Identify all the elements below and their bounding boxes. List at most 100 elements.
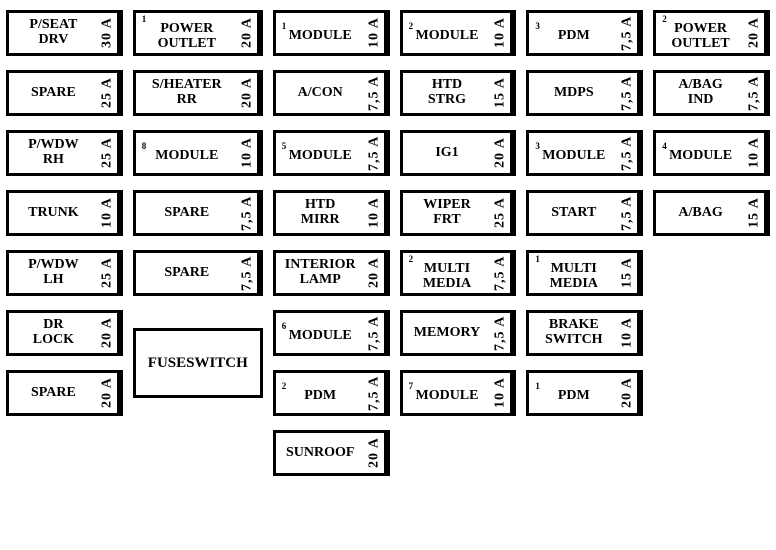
fuse-module: 1MODULE10 A (273, 10, 390, 56)
fuse-multi-media: 1MULTIMEDIA15 A (526, 250, 643, 296)
fuse-pdm: 3PDM7,5 A (526, 10, 643, 56)
fuse-sunroof: SUNROOF20 A (273, 430, 390, 476)
fuse-label: DRLOCK (9, 313, 98, 353)
fuse-brake-switch: BRAKESWITCH 10 A (526, 310, 643, 356)
fuse-index: 1 (142, 15, 147, 24)
fuse-amperage: 7,5 A (618, 73, 640, 113)
fuse-label-line1: A/CON (298, 86, 343, 101)
fuse-amperage: 20 A (745, 13, 767, 53)
fuse-label: HTDSTRG (403, 73, 492, 113)
fuse-label-line2: MIRR (301, 213, 340, 228)
fuse-index: 3 (535, 22, 540, 31)
fuse-label-line1: TRUNK (28, 206, 79, 221)
fuse-amperage: 7,5 A (491, 313, 513, 353)
fuse-p-wdw-rh: P/WDWRH25 A (6, 130, 123, 176)
fuse-label-line2: SWITCH (545, 333, 603, 348)
fuse-label: 2MODULE (403, 13, 492, 53)
fuse-amperage: 25 A (491, 193, 513, 233)
fuse-amperage: 10 A (491, 373, 513, 413)
fuse-label: 2MULTIMEDIA (403, 253, 492, 293)
fuse-amperage: 10 A (745, 133, 767, 173)
fuse-amperage: 10 A (491, 13, 513, 53)
fuse-spare: SPARE 20 A (6, 370, 123, 416)
fuse-label: START (529, 193, 618, 233)
fuse-label-line1: HTD (305, 198, 335, 213)
fuse-spare: SPARE25 A (6, 70, 123, 116)
fuse-label: SPARE (136, 193, 238, 233)
fuse-amperage: 10 A (618, 313, 640, 353)
fuse-label: 1MULTIMEDIA (529, 253, 618, 293)
fuse-label-line2: LOCK (33, 333, 74, 348)
fuse-label-line1: BRAKE (549, 318, 599, 333)
fuse-p-wdw-lh: P/WDWLH25 A (6, 250, 123, 296)
fuse-label: TRUNK (9, 193, 98, 233)
fuse-label-line2: MEDIA (550, 277, 598, 292)
fuse-amperage: 7,5 A (238, 253, 260, 293)
fuse-pdm: 1PDM20 A (526, 370, 643, 416)
fuse-label-line2: LH (43, 273, 63, 288)
fuse-multi-media: 2MULTIMEDIA7,5 A (400, 250, 517, 296)
fuse-label-line1: P/SEAT (29, 18, 77, 33)
fuse-amperage: 7,5 A (618, 193, 640, 233)
fuse-amperage: 7,5 A (365, 313, 387, 353)
fuse-trunk: TRUNK10 A (6, 190, 123, 236)
fuse-label: SPARE (136, 253, 238, 293)
fuse-spare: SPARE7,5 A (133, 190, 263, 236)
fuse-label: 2POWEROUTLET (656, 13, 745, 53)
fuse-amperage: 20 A (365, 433, 387, 473)
fuse-label: 6MODULE (276, 313, 365, 353)
fuse-interior-lamp: INTERIORLAMP20 A (273, 250, 390, 296)
fuse-amperage: 15 A (491, 73, 513, 113)
fuse-label-line2: IND (688, 93, 714, 108)
fuse-amperage: 10 A (238, 133, 260, 173)
fuse-index: 1 (282, 22, 287, 31)
fuse-amperage: 20 A (365, 253, 387, 293)
fuse-label: MEMORY (403, 313, 492, 353)
fuse-label-line1: SPARE (31, 386, 76, 401)
fuse-label-line1: DR (43, 318, 63, 333)
fuse-label: INTERIORLAMP (276, 253, 365, 293)
fuse-module: 2MODULE10 A (400, 10, 517, 56)
fuse-index: 2 (282, 382, 287, 391)
fuse-label: IG1 (403, 133, 492, 173)
fuse-label: P/WDWLH (9, 253, 98, 293)
fuse-amperage: 7,5 A (618, 133, 640, 173)
fuse-label: 2PDM (276, 373, 365, 413)
fuse-index: 2 (409, 22, 414, 31)
fuse-label: 1MODULE (276, 13, 365, 53)
fuse-module: 5MODULE7,5 A (273, 130, 390, 176)
fuse-label: 8MODULE (136, 133, 238, 173)
fuse-p-seat-drv: P/SEATDRV 30 A (6, 10, 123, 56)
fuse-switch: FUSESWITCH (133, 328, 263, 398)
fuse-label: A/CON (276, 73, 365, 113)
fuse-index: 2 (409, 255, 414, 264)
fuse-label-line1: P/WDW (28, 138, 79, 153)
fuse-power-outlet: 2POWEROUTLET20 A (653, 10, 770, 56)
fuse-wiper-frt: WIPERFRT25 A (400, 190, 517, 236)
fuse-label: HTDMIRR (276, 193, 365, 233)
fuse-a-con: A/CON7,5 A (273, 70, 390, 116)
fuse-amperage: 20 A (98, 373, 120, 413)
fuse-label: P/WDWRH (9, 133, 98, 173)
fuse-amperage: 10 A (365, 13, 387, 53)
fuse-amperage: 25 A (98, 73, 120, 113)
fuse-label-line1: MODULE (415, 29, 478, 44)
fuse-label-line1: MODULE (289, 29, 352, 44)
fuse-label-line2: DRV (38, 33, 68, 48)
fuse-label: 1PDM (529, 373, 618, 413)
fuse-mdps: MDPS7,5 A (526, 70, 643, 116)
fuse-amperage: 30 A (98, 13, 120, 53)
fuse-amperage: 7,5 A (618, 13, 640, 53)
fuse-label-line2: MEDIA (423, 277, 471, 292)
fuse-label: 3MODULE (529, 133, 618, 173)
fuse-label-line1: P/WDW (28, 258, 79, 273)
fuse-amperage: 20 A (238, 73, 260, 113)
fuse-amperage: 15 A (618, 253, 640, 293)
fuse-label-line1: SPARE (164, 206, 209, 221)
fuse-amperage: 25 A (98, 253, 120, 293)
fuse-label: 5MODULE (276, 133, 365, 173)
fuse-label-line1: MULTI (551, 262, 597, 277)
fuse-label: 3PDM (529, 13, 618, 53)
fuse-amperage: 20 A (98, 313, 120, 353)
fuse-label: WIPERFRT (403, 193, 492, 233)
